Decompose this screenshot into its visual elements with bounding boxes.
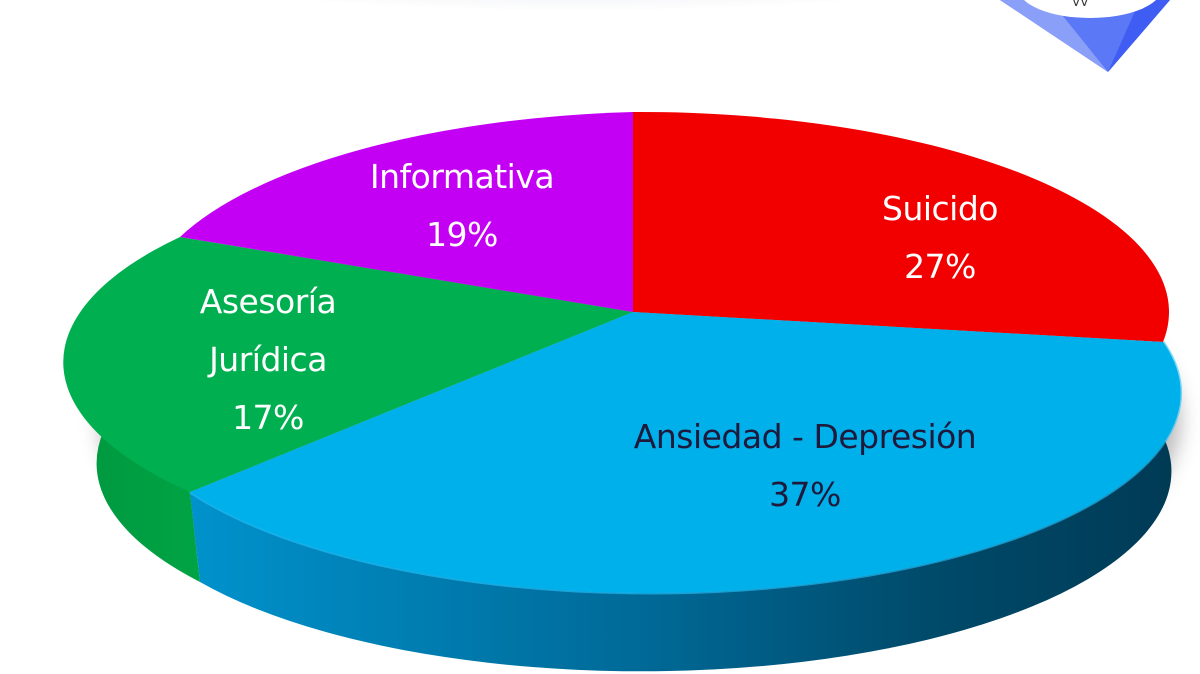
slice-asesoria-juridica xyxy=(63,237,634,492)
label-informativa-name: Informativa xyxy=(369,157,555,196)
label-ansiedad-pct: 37% xyxy=(769,475,841,514)
label-ansiedad-depresion: Ansiedad - Depresión 37% xyxy=(555,408,1055,524)
label-asesoria-line2: Jurídica xyxy=(209,340,327,379)
label-asesoria-juridica: Asesoría Jurídica 17% xyxy=(118,273,418,447)
label-asesoria-line1: Asesoría xyxy=(199,282,337,321)
slice-ansiedad-depresion xyxy=(190,312,1181,594)
slice-informativa xyxy=(180,112,633,312)
label-ansiedad-name: Ansiedad - Depresión xyxy=(633,417,977,456)
top-decorative-shadow xyxy=(190,0,970,10)
slice-suicido xyxy=(633,111,1170,342)
logo-badge-icon: ᐯᐯ xyxy=(1000,0,1170,72)
svg-text:ᐯᐯ: ᐯᐯ xyxy=(1072,0,1089,9)
pie-top xyxy=(63,111,1181,594)
label-suicido-pct: 27% xyxy=(904,247,976,286)
label-asesoria-pct: 17% xyxy=(232,398,304,437)
label-suicido: Suicido 27% xyxy=(790,180,1090,296)
label-informativa: Informativa 19% xyxy=(312,148,612,264)
label-informativa-pct: 19% xyxy=(426,215,498,254)
label-suicido-name: Suicido xyxy=(882,189,998,228)
